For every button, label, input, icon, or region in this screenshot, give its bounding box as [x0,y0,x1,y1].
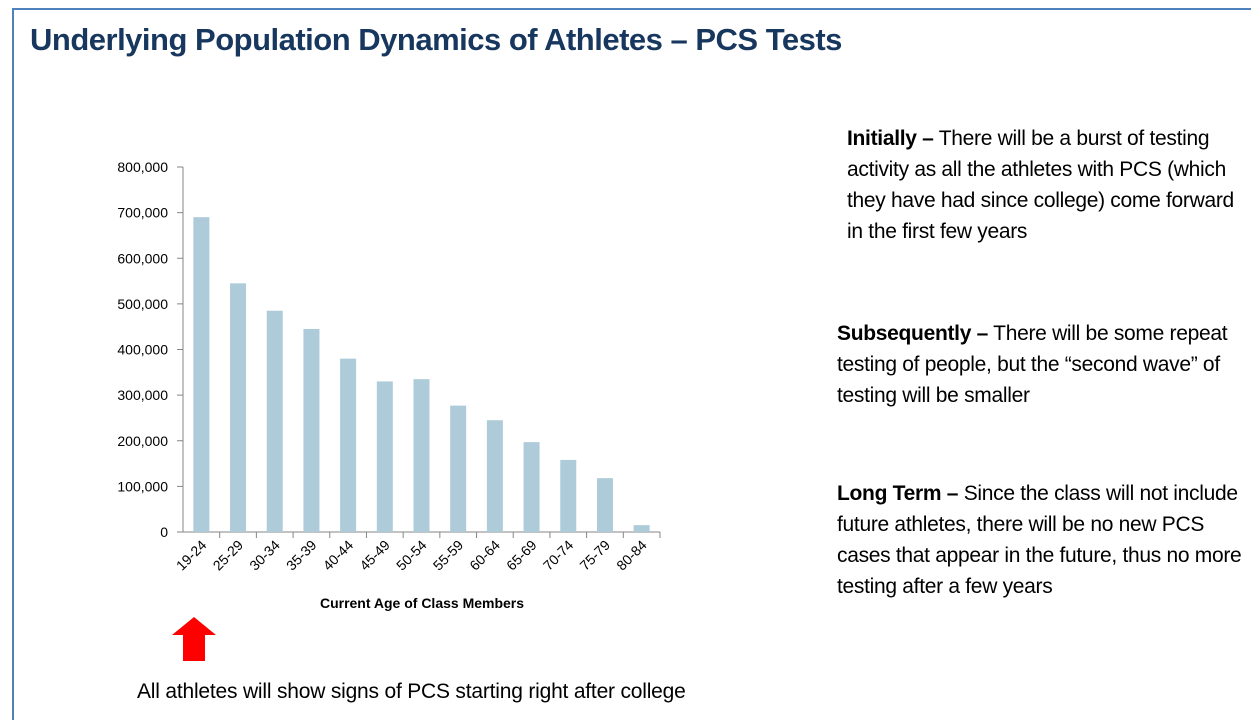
x-tick-label: 75-79 [576,537,613,574]
bar [486,420,503,532]
y-tick-label: 300,000 [117,387,168,403]
x-tick-label: 19-24 [173,537,210,574]
bar [193,217,210,532]
note-body: There will be some repeat testing of peo… [837,322,1228,407]
y-tick-label: 800,000 [117,159,168,175]
x-tick-label: 45-49 [356,537,393,574]
note-heading: Long Term – [837,482,959,505]
note-heading: Subsequently – [837,322,989,345]
note: Long Term – Since the class will not inc… [837,478,1247,602]
bar [633,525,650,532]
x-tick-label: 35-39 [283,537,320,574]
y-tick-label: 0 [160,524,168,540]
x-tick-label: 50-54 [393,537,430,574]
note: Initially – There will be a burst of tes… [847,123,1242,247]
note-body: There will be a burst of testing activit… [847,127,1234,243]
x-tick-label: 60-64 [466,537,503,574]
bar [266,310,283,532]
chart: Current Age of Class Members 0 100,000 200… [117,159,661,661]
bar [596,478,613,532]
x-tick-label: 65-69 [503,537,540,574]
bar [340,358,357,532]
bar [230,283,247,532]
bar [303,328,320,532]
y-tick-label: 100,000 [117,478,168,494]
bar [450,405,467,532]
note: Subsequently – There will be some repeat… [837,318,1247,411]
x-tick-label: 80-84 [613,537,650,574]
y-tick-label: 200,000 [117,433,168,449]
red-arrow [172,617,216,661]
y-tick-label: 500,000 [117,296,168,312]
note-heading: Initially – [847,127,934,150]
x-axis-title: Current Age of Class Members [320,595,524,611]
slide-title: Underlying Population Dynamics of Athlet… [30,22,842,57]
slide-frame [12,8,1251,720]
x-tick-label: 55-59 [430,537,467,574]
y-tick-label: 600,000 [117,250,168,266]
caption: All athletes will show signs of PCS star… [137,680,686,703]
bar [376,381,393,532]
x-tick-label: 40-44 [320,537,357,574]
bar [413,379,430,532]
y-tick-label: 700,000 [117,205,168,221]
bar [560,459,577,532]
bar [523,442,540,532]
x-tick-label: 25-29 [210,537,247,574]
x-tick-label: 70-74 [540,537,577,574]
note-body: Since the class will not include future … [837,482,1242,598]
x-tick-label: 30-34 [246,537,283,574]
y-tick-label: 400,000 [117,342,168,358]
